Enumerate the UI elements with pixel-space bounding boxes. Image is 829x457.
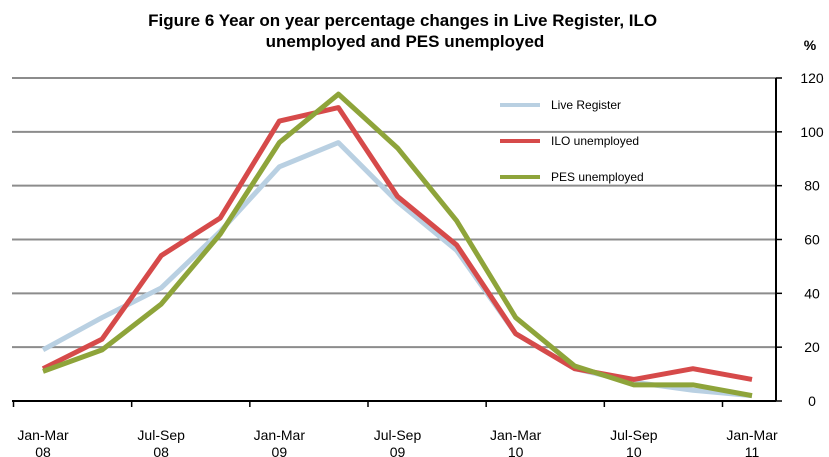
legend-label: Live Register [551, 98, 621, 112]
y-tick-label: 20 [804, 339, 820, 355]
x-tick-label: Jul-Sep 09 [374, 427, 422, 457]
title-line: Figure 6 Year on year percentage changes… [148, 11, 657, 30]
legend-label: ILO unemployed [551, 134, 639, 148]
x-tick-label: Jul-Sep 10 [610, 427, 658, 457]
series-line [42, 91, 753, 399]
x-tick-label: Jan-Mar 10 [490, 427, 542, 457]
y-tick-label: 40 [804, 285, 820, 301]
x-tick-label: Jan-Mar 09 [254, 427, 306, 457]
x-tick-label: Jan-Mar 11 [726, 427, 778, 457]
y-axis-label: % [804, 37, 817, 53]
title-line: unemployed and PES unemployed [266, 32, 545, 51]
y-tick-label: 80 [804, 178, 820, 194]
series-line [41, 105, 753, 382]
y-tick-label: 100 [800, 124, 824, 140]
legend-label: PES unemployed [551, 170, 644, 184]
x-tick-label: Jul-Sep 08 [137, 427, 185, 457]
legend: Live Register ILO unemployed PES unemploye… [500, 98, 644, 184]
y-tick-label: 60 [804, 232, 820, 248]
x-tick-label: Jan-Mar 08 [17, 427, 69, 457]
y-tick-label: 0 [808, 393, 816, 409]
y-tick-label: 120 [800, 70, 824, 86]
series-line [41, 140, 753, 399]
chart-title: Figure 6 Year on year percentage changes… [148, 11, 662, 51]
